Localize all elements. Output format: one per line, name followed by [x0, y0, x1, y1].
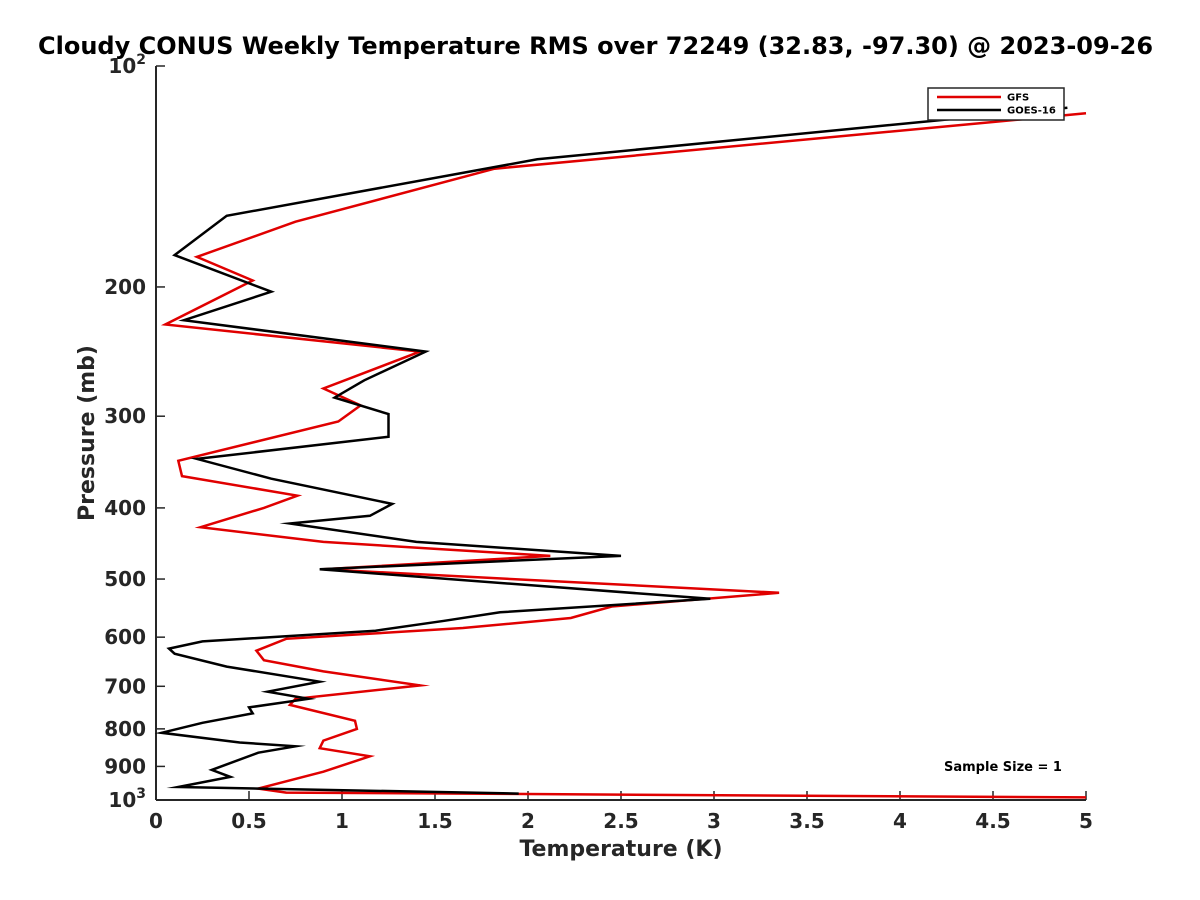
y-tick-label: 600 [104, 625, 146, 649]
y-tick-label: 300 [104, 404, 146, 428]
y-tick-label: 700 [104, 674, 146, 698]
x-tick-label: 3.5 [789, 809, 824, 833]
y-tick-label: 900 [104, 754, 146, 778]
y-tick-label: 500 [104, 567, 146, 591]
x-tick-label: 3 [707, 809, 721, 833]
x-axis-label: Temperature (K) [519, 837, 722, 862]
legend: GFS GOES-16 [927, 87, 1065, 121]
y-tick-label: 200 [104, 275, 146, 299]
x-tick-label: 1.5 [417, 809, 452, 833]
y-tick-label: 400 [104, 496, 146, 520]
y-axis-label: Pressure (mb) [75, 345, 100, 521]
series-line-goes-16 [154, 106, 1068, 795]
x-tick-label: 4.5 [975, 809, 1010, 833]
sample-size-annotation: Sample Size = 1 [944, 760, 1062, 775]
x-axis-ticks: 0 0.5 1 1.5 2 2.5 3 3.5 4 4.5 5 [149, 791, 1093, 833]
x-tick-label: 0 [149, 809, 163, 833]
y-tick-label: 102 [108, 52, 146, 78]
y-tick-label: 800 [104, 717, 146, 741]
x-tick-label: 4 [893, 809, 907, 833]
legend-box [927, 87, 1065, 121]
series-line-gfs [160, 112, 1087, 799]
legend-entry: GOES-16 [1007, 106, 1056, 117]
y-axis-ticks: 102 200 300 400 500 600 700 800 900 103 [104, 52, 165, 812]
series-layer [154, 106, 1087, 799]
x-tick-label: 0.5 [231, 809, 266, 833]
x-tick-label: 2 [521, 809, 535, 833]
x-tick-label: 1 [335, 809, 349, 833]
chart-title: Cloudy CONUS Weekly Temperature RMS over… [38, 32, 1153, 60]
legend-entry: GFS [1007, 93, 1029, 104]
x-tick-label: 5 [1079, 809, 1093, 833]
x-tick-label: 2.5 [603, 809, 638, 833]
y-tick-label: 103 [108, 786, 146, 812]
